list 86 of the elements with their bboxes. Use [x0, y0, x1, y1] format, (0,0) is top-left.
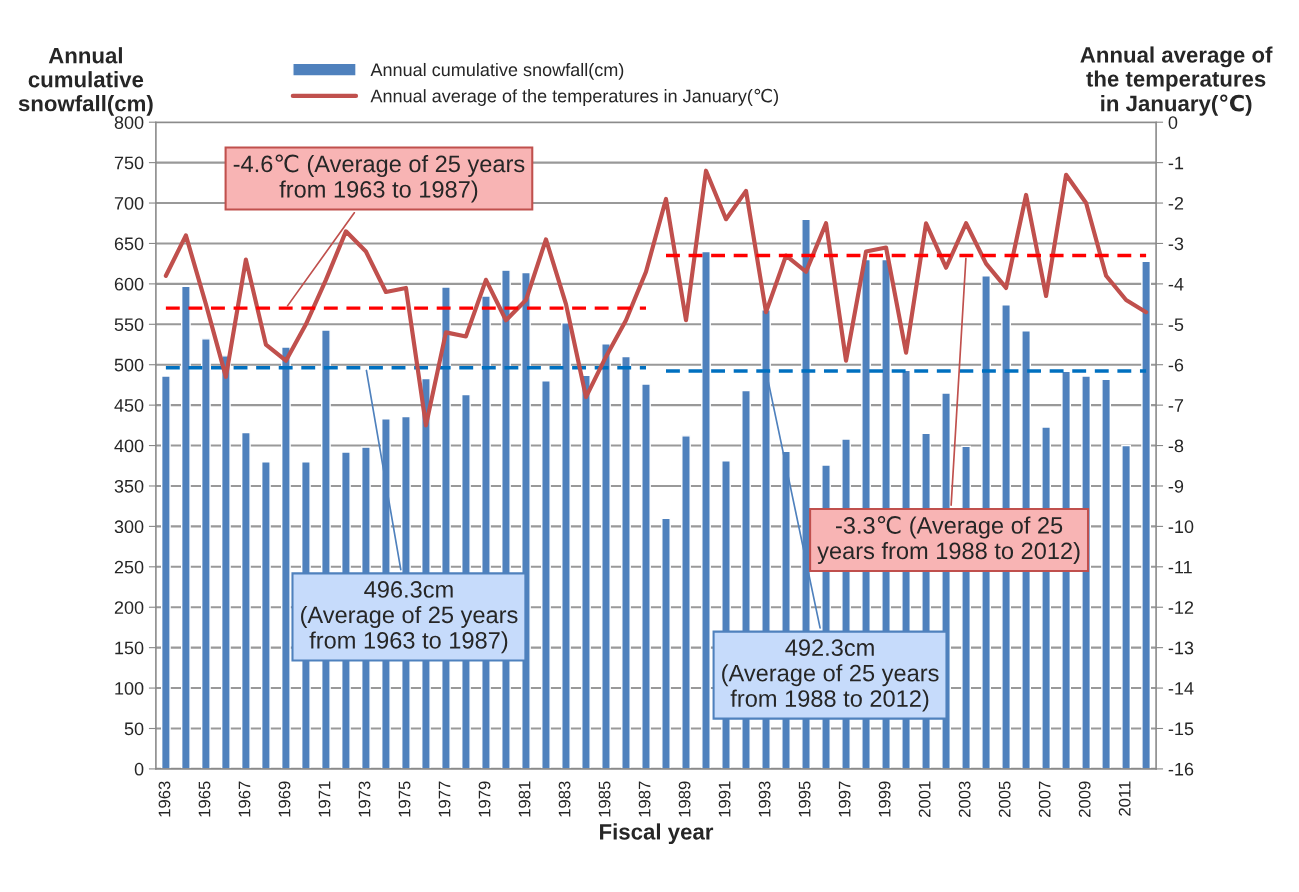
x-tick-label: 2009: [1078, 781, 1091, 817]
bar: [561, 321, 571, 769]
bar: [180, 285, 191, 769]
legend-label: Annual average of the temperatures in January(℃): [370, 88, 779, 106]
y-tick-label: 300: [114, 520, 144, 534]
x-tick-label: 1983: [558, 781, 571, 817]
y2-tick-label: -8: [1168, 439, 1184, 453]
y-tick-label: 250: [114, 560, 144, 574]
x-tick-label: 2007: [1038, 781, 1051, 817]
x-tick-label: 1975: [398, 781, 411, 817]
y-tick-label: 500: [114, 358, 144, 372]
y2-tick-label: -14: [1168, 682, 1194, 695]
y-tick-label: 600: [114, 277, 144, 291]
y-tick-label: 800: [114, 116, 144, 129]
y-tick-label: 100: [115, 682, 144, 695]
bar: [1121, 444, 1131, 769]
y-tick-label: 450: [114, 399, 144, 412]
bar: [160, 375, 171, 769]
y2-tick-label: -15: [1168, 722, 1194, 736]
y2-tick-label: -6: [1168, 358, 1184, 372]
annotation: -4.6℃ (Average of 25 years from 1963 to 1987): [233, 154, 525, 203]
bar: [1101, 378, 1111, 769]
x-axis-title: Fiscal year: [600, 823, 714, 845]
x-tick-label: 1979: [478, 781, 491, 817]
x-tick-label: 1999: [878, 781, 891, 817]
x-tick-label: 1977: [438, 781, 451, 817]
y-tick-label: 650: [114, 237, 144, 251]
y2-tick-label: -16: [1168, 762, 1194, 776]
y2-tick-label: -7: [1168, 399, 1184, 412]
y2-tick-label: -1: [1168, 156, 1184, 170]
y2-tick-label: 0: [1168, 116, 1178, 129]
y-tick-label: 0: [134, 762, 144, 776]
y-tick-label: 400: [114, 439, 144, 453]
x-tick-label: 1997: [838, 781, 851, 817]
bar: [701, 250, 711, 769]
x-tick-label: 1985: [598, 781, 611, 817]
x-tick-label: 1967: [238, 781, 251, 817]
bar: [261, 461, 271, 769]
x-tick-label: 1987: [638, 781, 651, 817]
bar: [681, 435, 691, 769]
y2-tick-label: -2: [1168, 196, 1184, 210]
bar: [581, 374, 591, 769]
x-tick-label: 1991: [718, 781, 731, 817]
y2-tick-label: -13: [1168, 641, 1194, 655]
x-tick-label: 2001: [918, 781, 931, 817]
x-tick-label: 1965: [198, 781, 211, 817]
y2-tick-label: -5: [1168, 318, 1184, 332]
y-tick-label: 550: [114, 318, 144, 332]
y-tick-label: 50: [124, 722, 144, 736]
x-tick-label: 1963: [158, 781, 171, 817]
y2-tick-label: -12: [1168, 601, 1194, 614]
y-tick-label: 150: [115, 641, 144, 655]
x-tick-label: 2011: [1118, 781, 1131, 816]
bar: [641, 383, 651, 769]
y2-tick-label: -11: [1168, 560, 1192, 574]
y2-tick-label: -9: [1168, 479, 1184, 493]
x-tick-label: 1995: [798, 781, 811, 817]
x-tick-label: 1969: [278, 781, 291, 817]
bar: [601, 343, 611, 769]
legend-label: Annual cumulative snowfall(cm): [370, 62, 624, 80]
y2-tick-label: -4: [1168, 278, 1184, 291]
y-tick-label: 200: [114, 601, 144, 614]
y-tick-label: 700: [114, 196, 144, 210]
bar: [1141, 260, 1152, 769]
bar: [661, 517, 671, 769]
bar: [241, 431, 251, 769]
x-tick-label: 1971: [318, 781, 331, 817]
y-tick-label: 350: [114, 479, 144, 493]
bar: [221, 355, 231, 769]
x-tick-label: 1989: [678, 781, 691, 817]
x-tick-label: 1993: [758, 781, 771, 817]
y2-tick-label: -3: [1168, 237, 1184, 251]
x-tick-label: 1981: [518, 781, 531, 817]
x-tick-label: 1973: [358, 781, 371, 817]
y2-tick-label: -10: [1168, 520, 1194, 534]
y2-axis-title: Annual average of the temperatures in January(℃): [1080, 46, 1273, 116]
bar: [621, 355, 631, 769]
y-axis-title: Annual cumulative snowfall(cm): [18, 47, 153, 116]
bar: [541, 380, 551, 769]
annotation: -3.3℃ (Average of 25 years from 1988 to 2012): [817, 516, 1080, 564]
y-tick-label: 750: [114, 156, 144, 170]
annotation: 492.3cm (Average of 25 years from 1988 to 2012): [722, 639, 939, 712]
x-tick-label: 2005: [998, 781, 1011, 817]
annotation: 496.3cm (Average of 25 years from 1963 to 1987): [301, 581, 518, 654]
x-tick-label: 2003: [958, 781, 971, 817]
bar: [200, 338, 211, 769]
